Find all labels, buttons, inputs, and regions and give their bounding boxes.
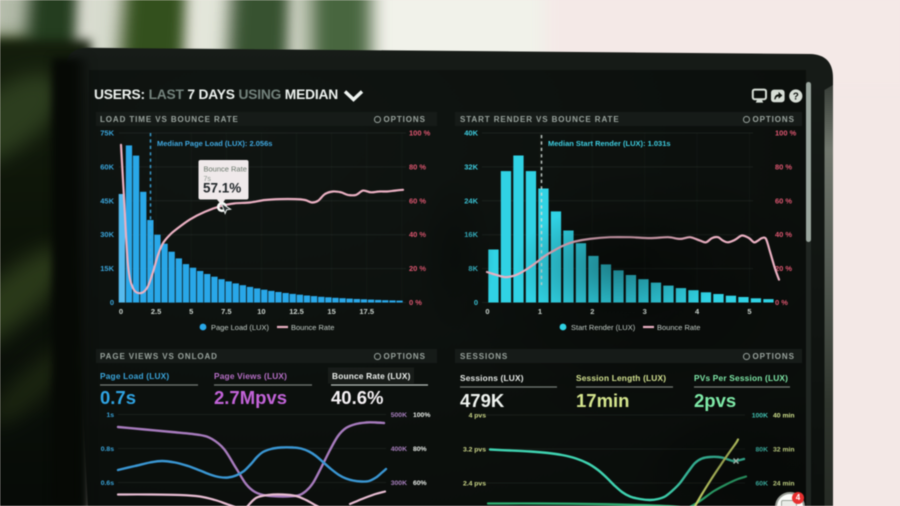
svg-text:2.4 pvs: 2.4 pvs xyxy=(463,481,486,488)
svg-text:20 %: 20 % xyxy=(409,264,426,273)
svg-text:10: 10 xyxy=(257,307,265,316)
svg-text:0: 0 xyxy=(119,307,123,316)
svg-text:0 %: 0 % xyxy=(775,298,788,307)
svg-text:60K: 60K xyxy=(100,162,114,171)
svg-text:40.6%: 40.6% xyxy=(331,387,383,408)
svg-text:17.5: 17.5 xyxy=(359,307,374,316)
svg-text:Page Load (LUX): Page Load (LUX) xyxy=(211,323,269,332)
svg-text:Bounce Rate: Bounce Rate xyxy=(204,165,247,174)
svg-text:PVs Per Session (LUX): PVs Per Session (LUX) xyxy=(694,373,788,383)
svg-text:24K: 24K xyxy=(464,196,478,205)
svg-text:60K: 60K xyxy=(756,481,769,488)
svg-text:15: 15 xyxy=(327,307,335,316)
svg-text:0: 0 xyxy=(474,298,478,307)
svg-text:80K: 80K xyxy=(756,447,769,454)
svg-text:16K: 16K xyxy=(464,230,478,239)
svg-text:2.5: 2.5 xyxy=(151,307,161,316)
svg-text:4: 4 xyxy=(695,307,700,316)
svg-text:57.1%: 57.1% xyxy=(203,181,241,196)
svg-text:3: 3 xyxy=(643,307,647,316)
svg-text:0.6s: 0.6s xyxy=(101,480,114,487)
svg-text:100 %: 100 % xyxy=(775,129,797,138)
svg-text:Page Load (LUX): Page Load (LUX) xyxy=(100,371,169,381)
svg-text:40 min: 40 min xyxy=(773,413,795,420)
svg-text:100K: 100K xyxy=(752,413,768,420)
svg-text:2: 2 xyxy=(590,307,594,316)
svg-text:400K: 400K xyxy=(391,446,407,453)
svg-text:80 %: 80 % xyxy=(775,162,792,171)
svg-text:Bounce Rate: Bounce Rate xyxy=(657,323,700,332)
svg-text:40 %: 40 % xyxy=(775,230,792,239)
svg-text:80%: 80% xyxy=(413,446,427,453)
svg-text:32K: 32K xyxy=(464,162,478,171)
svg-text:7s: 7s xyxy=(204,176,212,183)
svg-text:Bounce Rate: Bounce Rate xyxy=(291,323,334,332)
svg-text:100 %: 100 % xyxy=(409,129,431,138)
svg-text:80 %: 80 % xyxy=(409,162,426,171)
svg-text:3.2 pvs: 3.2 pvs xyxy=(463,447,486,454)
svg-text:40K: 40K xyxy=(464,129,478,138)
svg-text:24 min: 24 min xyxy=(773,481,795,488)
svg-text:Session Length (LUX): Session Length (LUX) xyxy=(576,373,666,383)
svg-text:0: 0 xyxy=(485,307,489,316)
svg-text:5: 5 xyxy=(189,307,193,316)
svg-text:8K: 8K xyxy=(468,264,478,273)
svg-text:60%: 60% xyxy=(413,480,427,487)
svg-text:479K: 479K xyxy=(460,390,505,411)
svg-text:1s: 1s xyxy=(106,412,114,419)
svg-text:100%: 100% xyxy=(413,412,430,419)
svg-text:0 %: 0 % xyxy=(409,298,422,307)
svg-text:5: 5 xyxy=(747,307,751,316)
svg-text:0.8s: 0.8s xyxy=(101,446,114,453)
svg-text:20 %: 20 % xyxy=(775,264,792,273)
svg-text:Sessions (LUX): Sessions (LUX) xyxy=(460,373,524,383)
svg-text:60 %: 60 % xyxy=(775,196,792,205)
svg-text:Median Start Render (LUX): 1.0: Median Start Render (LUX): 1.031s xyxy=(548,139,671,148)
svg-text:4 pvs: 4 pvs xyxy=(469,413,487,420)
svg-text:300K: 300K xyxy=(391,480,407,487)
svg-text:Median Page Load (LUX): 2.056s: Median Page Load (LUX): 2.056s xyxy=(157,139,272,148)
svg-text:60 %: 60 % xyxy=(409,196,426,205)
svg-text:Page Views (LUX): Page Views (LUX) xyxy=(214,371,287,381)
svg-text:40 %: 40 % xyxy=(409,230,426,239)
svg-text:Start Render (LUX): Start Render (LUX) xyxy=(571,323,636,332)
svg-text:12.5: 12.5 xyxy=(289,307,304,316)
svg-text:2.7Mpvs: 2.7Mpvs xyxy=(214,387,287,408)
svg-text:0: 0 xyxy=(110,298,114,307)
svg-text:1: 1 xyxy=(538,307,542,316)
svg-text:15K: 15K xyxy=(100,264,114,273)
svg-text:30K: 30K xyxy=(100,230,114,239)
svg-text:17min: 17min xyxy=(576,390,629,411)
svg-text:Bounce Rate (LUX): Bounce Rate (LUX) xyxy=(332,371,411,381)
svg-text:32 min: 32 min xyxy=(773,447,795,454)
svg-text:75K: 75K xyxy=(100,129,114,138)
svg-text:0.7s: 0.7s xyxy=(100,387,136,408)
svg-text:?: ? xyxy=(793,91,799,102)
svg-text:500K: 500K xyxy=(391,412,407,419)
svg-text:7.5: 7.5 xyxy=(221,307,231,316)
svg-text:45K: 45K xyxy=(100,196,114,205)
